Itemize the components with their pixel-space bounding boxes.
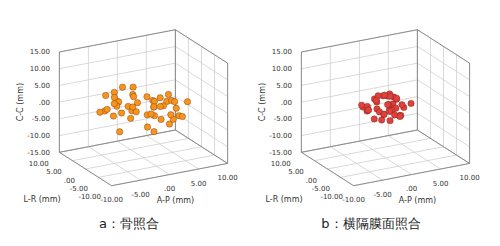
svg-text:C-C (mm): C-C (mm) [16,83,25,121]
svg-text:C-C (mm): C-C (mm) [258,83,267,121]
svg-text:L-R (mm): L-R (mm) [23,195,60,204]
svg-text:.00: .00 [406,185,417,193]
svg-text:.00: .00 [164,185,175,193]
svg-text:10.00: 10.00 [29,160,49,168]
svg-text:10.00: 10.00 [460,174,480,182]
svg-text:-10.00: -10.00 [269,132,292,140]
svg-text:-10.00: -10.00 [27,132,50,140]
svg-text:10.00: 10.00 [272,65,292,73]
svg-text:5.00: 5.00 [191,180,207,188]
svg-text:10.00: 10.00 [271,160,291,168]
svg-text:-5.00: -5.00 [132,191,150,199]
svg-text:15.00: 15.00 [30,48,50,56]
svg-text:-5.00: -5.00 [32,115,50,123]
svg-text:-15.00: -15.00 [27,149,50,157]
svg-text:A-P (mm): A-P (mm) [157,196,194,205]
svg-text:-5.00: -5.00 [70,185,88,193]
svg-text:-5.00: -5.00 [274,115,292,123]
svg-text:A-P (mm): A-P (mm) [399,196,436,205]
svg-text:-15.00: -15.00 [269,149,292,157]
svg-text:-5.00: -5.00 [312,185,330,193]
svg-text:-10.00: -10.00 [78,193,101,201]
svg-text:5.00: 5.00 [34,82,50,90]
svg-text:10.00: 10.00 [30,65,50,73]
svg-text:-5.00: -5.00 [374,191,392,199]
svg-text:-10.00: -10.00 [320,193,343,201]
svg-text:L-R (mm): L-R (mm) [265,195,302,204]
svg-text:5.00: 5.00 [276,82,292,90]
html-text:b：横隔膜面照合: b：横隔膜面照合 [321,216,421,231]
svg-text:-10.00: -10.00 [100,196,123,204]
svg-text:15.00: 15.00 [272,48,292,56]
svg-text:5.00: 5.00 [433,180,449,188]
svg-text:5.00: 5.00 [288,168,304,176]
svg-text:10.00: 10.00 [218,174,238,182]
svg-text:.00: .00 [39,99,50,107]
svg-text:.00: .00 [306,177,317,185]
svg-text:-10.00: -10.00 [342,196,365,204]
svg-text:5.00: 5.00 [46,168,62,176]
svg-text:.00: .00 [281,99,292,107]
html-text:a：骨照合: a：骨照合 [99,216,159,231]
svg-text:.00: .00 [64,177,75,185]
